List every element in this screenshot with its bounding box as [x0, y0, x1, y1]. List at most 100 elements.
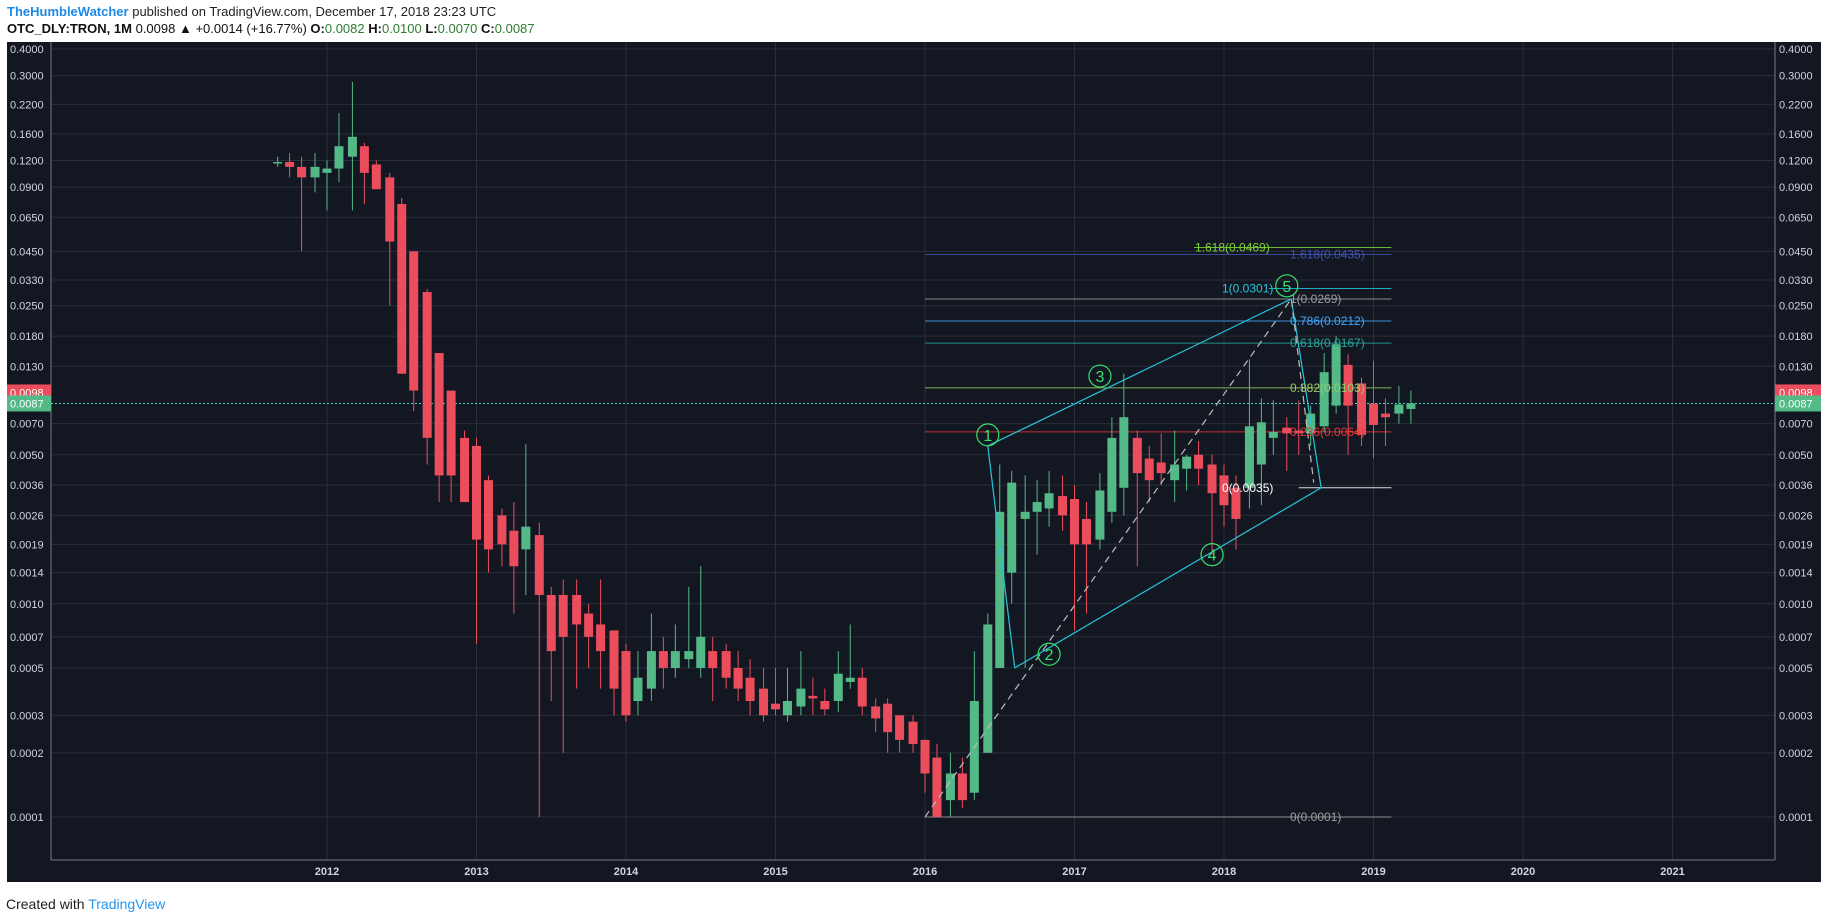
y-tick-label-left: 0.0036 — [10, 480, 44, 492]
candle-body — [460, 437, 470, 503]
candle-body — [1282, 427, 1292, 434]
y-tick-label-left: 0.0003 — [10, 710, 44, 722]
wave-label-circle — [1088, 364, 1112, 388]
wave-label-number: 5 — [1282, 279, 1291, 296]
candle-body — [684, 651, 694, 660]
wave-label-number: 4 — [1208, 548, 1217, 565]
price-chart[interactable]: 0.4000 0.4000 0.3000 0.3000 0.2200 0.2200 0.16… — [0, 40, 1828, 888]
x-tick-label: 2017 — [1062, 866, 1086, 878]
candle-body — [347, 136, 357, 157]
candle-body — [1007, 482, 1017, 573]
y-tick-label-right: 0.1200 — [1779, 155, 1813, 167]
y-tick-label-right: 0.0900 — [1779, 182, 1813, 194]
open-label: O: — [310, 21, 325, 36]
x-tick-label: 2016 — [913, 866, 937, 878]
x-tick-label: 2019 — [1361, 866, 1385, 878]
candle-body — [633, 677, 643, 701]
y-tick-label-left: 0.0010 — [10, 599, 44, 611]
candle-body — [1256, 422, 1266, 465]
y-tick-label-right: 0.0650 — [1779, 212, 1813, 224]
candle-body — [796, 688, 806, 707]
y-tick-label-left: 0.0130 — [10, 361, 44, 373]
candle-body — [509, 530, 519, 567]
candle-body — [908, 721, 918, 744]
wave-label-circle — [976, 423, 1000, 447]
y-tick-label-right: 0.0005 — [1779, 663, 1813, 675]
high-label: H: — [368, 21, 382, 36]
candle-body — [1032, 502, 1042, 512]
y-tick-label-left: 0.1600 — [10, 129, 44, 141]
fib-trend-dashed — [924, 297, 1315, 818]
x-tick-label: 2014 — [614, 866, 639, 878]
candle-body — [572, 594, 582, 625]
close-label: C: — [481, 21, 495, 36]
y-tick-label-left: 0.0002 — [10, 748, 44, 760]
candle-body — [658, 651, 668, 668]
x-tick-label: 2020 — [1511, 866, 1535, 878]
x-tick-label: 2021 — [1660, 866, 1684, 878]
candle-body — [1294, 430, 1304, 434]
author-link[interactable]: TheHumbleWatcher — [7, 4, 129, 19]
candle-body — [534, 535, 544, 595]
candle-body — [409, 251, 419, 391]
fib-level-label: 1.618(0.0469) — [1195, 240, 1270, 254]
candle-body — [1207, 464, 1217, 494]
candle-body — [995, 511, 1005, 668]
candle-body — [820, 700, 830, 710]
y-tick-label-left: 0.0070 — [10, 419, 44, 431]
y-tick-label-left: 0.1200 — [10, 155, 44, 167]
candle-body — [1070, 499, 1079, 545]
candle-body — [1107, 437, 1117, 512]
candle-body — [771, 703, 780, 710]
candle-body — [1095, 490, 1105, 540]
candle-body — [1244, 426, 1254, 488]
y-tick-label-right: 0.0019 — [1779, 539, 1813, 551]
y-tick-label-right: 0.0036 — [1779, 480, 1813, 492]
fib-level-label: 1(0.0269) — [1290, 292, 1341, 306]
x-tick-label: 2013 — [464, 866, 488, 878]
y-tick-label-right: 0.2200 — [1779, 99, 1813, 111]
y-tick-label-right: 0.0070 — [1779, 419, 1813, 431]
candle-body — [1331, 344, 1341, 406]
y-tick-label-left: 0.0001 — [10, 812, 44, 824]
fib-level-label: 0(0.0001) — [1290, 810, 1341, 824]
y-tick-label-right: 0.0003 — [1779, 710, 1813, 722]
y-tick-label-right: 0.0450 — [1779, 246, 1813, 258]
wave-label-number: 2 — [1045, 647, 1054, 664]
symbol-label: OTC_DLY:TRON, 1M — [7, 21, 132, 36]
x-tick-label: 2015 — [763, 866, 787, 878]
candle-body — [1219, 475, 1229, 506]
wave-channel-upper — [987, 298, 1292, 447]
candle-body — [322, 168, 332, 173]
y-tick-label-right: 0.4000 — [1779, 44, 1813, 56]
candle-body — [1369, 403, 1378, 425]
wave-channel-right — [1290, 298, 1322, 488]
footer: Created with TradingView — [6, 896, 165, 912]
y-tick-label-left: 0.0180 — [10, 331, 44, 343]
y-tick-label-left: 0.2200 — [10, 99, 44, 111]
wave-label-circle — [1275, 274, 1299, 298]
candle-body — [696, 636, 706, 668]
wave-label-circle — [1037, 642, 1061, 666]
candle-body — [945, 773, 955, 801]
fib-level-label: 0(0.0035) — [1222, 481, 1273, 495]
x-tick-label: 2018 — [1212, 866, 1236, 878]
candle-body — [483, 480, 493, 550]
y-tick-label-left: 0.0007 — [10, 632, 44, 644]
candle-body — [546, 594, 556, 652]
candle-body — [1132, 437, 1142, 474]
y-tick-label-left: 0.3000 — [10, 71, 44, 83]
y-tick-label-right: 0.0014 — [1779, 568, 1813, 580]
y-tick-label-left: 0.0900 — [10, 182, 44, 194]
candle-body — [385, 177, 395, 242]
candle-body — [273, 162, 283, 164]
tradingview-logo[interactable]: TradingView — [88, 896, 166, 912]
fib-level-label: 0.382(0.0103) — [1290, 381, 1365, 395]
candle-body — [397, 204, 407, 374]
low-value: 0.0070 — [437, 21, 478, 36]
y-tick-label-right: 0.3000 — [1779, 71, 1813, 83]
y-tick-label-right: 0.0002 — [1779, 748, 1813, 760]
candle-body — [957, 773, 967, 801]
high-value: 0.0100 — [381, 21, 422, 36]
y-tick-label-left: 0.0050 — [10, 450, 44, 462]
